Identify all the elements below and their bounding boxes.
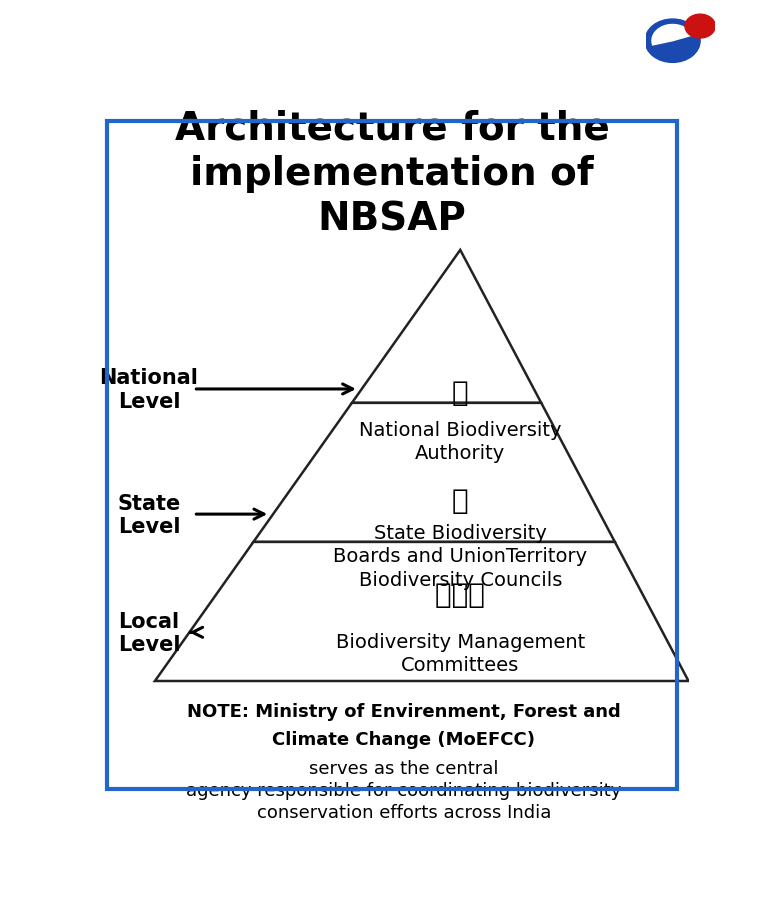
Text: National Biodiversity
Authority: National Biodiversity Authority bbox=[359, 420, 562, 463]
Text: serves as the central
agency responsible for coordinating biodiversity
conservat: serves as the central agency responsible… bbox=[186, 759, 622, 822]
Text: Local
Level: Local Level bbox=[118, 611, 181, 654]
Polygon shape bbox=[155, 542, 688, 681]
Text: National
Level: National Level bbox=[99, 368, 198, 411]
Text: State Biodiversity
Boards and UnionTerritory
Biodiversity Councils: State Biodiversity Boards and UnionTerri… bbox=[334, 523, 588, 589]
Text: Architecture for the
implementation of
NBSAP: Architecture for the implementation of N… bbox=[174, 110, 610, 239]
Polygon shape bbox=[253, 403, 615, 542]
Circle shape bbox=[685, 15, 715, 39]
Circle shape bbox=[645, 20, 700, 63]
Text: Biodiversity Management
Committees: Biodiversity Management Committees bbox=[336, 632, 585, 675]
Text: Climate Change (MoEFCC): Climate Change (MoEFCC) bbox=[272, 730, 536, 748]
Text: 👥: 👥 bbox=[452, 487, 468, 515]
Text: 🐯: 🐯 bbox=[452, 379, 468, 407]
Text: State
Level: State Level bbox=[117, 493, 181, 536]
Text: NOTE: Ministry of Envirenment, Forest and: NOTE: Ministry of Envirenment, Forest an… bbox=[187, 702, 620, 720]
Wedge shape bbox=[652, 25, 692, 46]
Polygon shape bbox=[352, 251, 542, 403]
Text: 👨‍👩‍👧: 👨‍👩‍👧 bbox=[435, 580, 485, 609]
